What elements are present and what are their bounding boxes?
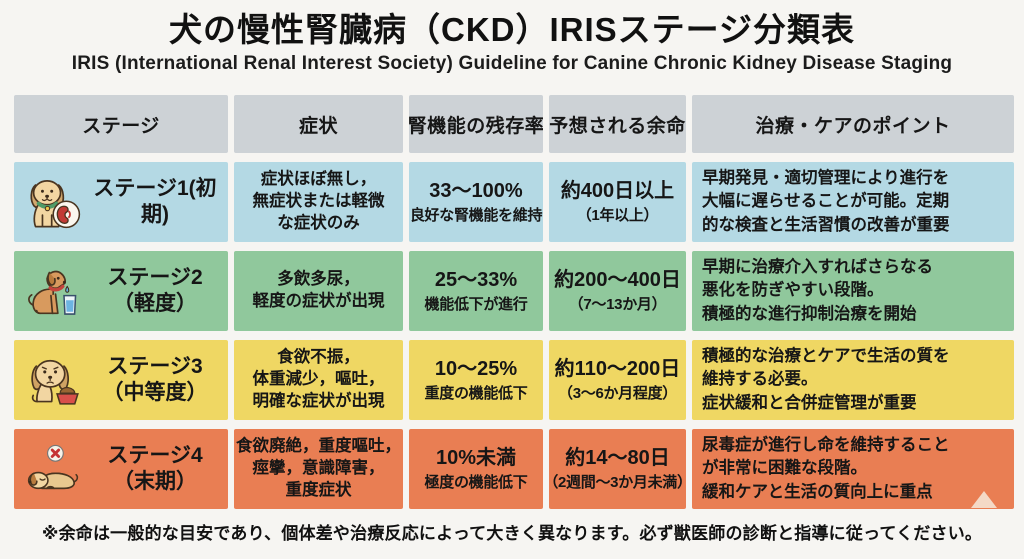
watermark-triangle	[971, 491, 997, 508]
stage3-renal-range: 10〜25%	[434, 357, 518, 380]
puppy-drinking-water-icon	[24, 258, 84, 324]
sleeping-puppy-x-icon	[24, 436, 84, 502]
stage2-prognosis-days: 約200〜400日	[554, 268, 681, 291]
stage1-care-cell: 早期発見・適切管理により進行を 大幅に遅らせることが可能。定期 的な検査と生活習…	[692, 162, 1014, 242]
stage1-label: ステージ1(初期)	[93, 176, 217, 226]
stage3-prognosis-days: 約110〜200日	[554, 357, 681, 380]
stage3-stage-cell: ステージ3 （中等度）	[14, 340, 228, 420]
stage3-prognosis-cell: 約110〜200日 （3〜6か月程度）	[549, 340, 686, 420]
footnote: ※余命は一般的な目安であり、個体差や治療反応によって大きく異なります。必ず獣医師…	[41, 524, 983, 543]
header-cell-prognosis: 予想される余命	[549, 95, 686, 153]
stage1-prognosis-note: （1年以上）	[576, 206, 659, 224]
stage1-prognosis-days: 約400日以上	[560, 179, 675, 202]
stage2-label: ステージ2 （軽度）	[107, 265, 203, 315]
stage2-prognosis-cell: 約200〜400日 （7〜13か月）	[549, 251, 686, 331]
stage4-prognosis-days: 約14〜80日	[565, 446, 670, 469]
stage2-stage-cell: ステージ2 （軽度）	[14, 251, 228, 331]
stage4-symptoms-cell: 食欲廃絶，重度嘔吐， 痙攣，意識障害， 重度症状	[234, 429, 403, 509]
header-cell-stage: ステージ	[14, 95, 228, 153]
stage3-renal-note: 重度の機能低下	[424, 384, 528, 402]
stage2-renal-range: 25〜33%	[434, 268, 518, 291]
stage3-renal-cell: 10〜25% 重度の機能低下	[409, 340, 543, 420]
stage4-stage-cell: ステージ4 （末期）	[14, 429, 228, 509]
stage2-care-cell: 早期に治療介入すればさらなる 悪化を防ぎやすい段階。 積極的な進行抑制治療を開始	[692, 251, 1014, 331]
stage4-care-cell: 尿毒症が進行し命を維持すること が非常に困難な段階。 緩和ケアと生活の質向上に重…	[692, 429, 1014, 509]
stage1-stage-cell: ステージ1(初期)	[14, 162, 228, 242]
stage4-prognosis-cell: 約14〜80日 （2週間〜3か月未満）	[549, 429, 686, 509]
stage4-prognosis-note: （2週間〜3か月未満）	[549, 473, 686, 491]
stage2-prognosis-note: （7〜13か月）	[568, 295, 667, 313]
stage4-label: ステージ4 （末期）	[107, 443, 203, 493]
stage4-renal-note: 極度の機能低下	[424, 473, 528, 491]
stage4-renal-range: 10%未満	[435, 446, 517, 469]
header-cell-care-points: 治療・ケアのポイント	[692, 95, 1014, 153]
stage3-symptoms-cell: 食欲不振， 体重減少，嘔吐， 明確な症状が出現	[234, 340, 403, 420]
stage1-prognosis-cell: 約400日以上 （1年以上）	[549, 162, 686, 242]
stage4-renal-cell: 10%未満 極度の機能低下	[409, 429, 543, 509]
page-title: 犬の慢性腎臓病（CKD）IRISステージ分類表	[168, 11, 855, 48]
stage1-renal-note: 良好な腎機能を維持	[409, 206, 543, 224]
staging-table: ステージ 症状 腎機能の残存率 予想される余命 治療・ケアのポイント	[14, 95, 1014, 509]
header-cell-renal-function: 腎機能の残存率	[409, 95, 543, 153]
stage3-label: ステージ3 （中等度）	[102, 354, 208, 404]
stage2-renal-note: 機能低下が進行	[424, 295, 528, 313]
puppy-kidney-badge-icon	[24, 169, 84, 235]
title-block: 犬の慢性腎臓病（CKD）IRISステージ分類表 IRIS (Internatio…	[0, 10, 1024, 75]
stage2-symptoms-cell: 多飲多尿， 軽度の症状が出現	[234, 251, 403, 331]
sad-puppy-food-bowl-icon	[24, 347, 84, 413]
header-cell-symptoms: 症状	[234, 95, 403, 153]
stage3-prognosis-note: （3〜6か月程度）	[558, 384, 677, 402]
page-subtitle: IRIS (International Renal Interest Socie…	[71, 52, 953, 74]
stage1-renal-cell: 33〜100% 良好な腎機能を維持	[409, 162, 543, 242]
stage2-renal-cell: 25〜33% 機能低下が進行	[409, 251, 543, 331]
stage1-renal-range: 33〜100%	[429, 179, 523, 202]
stage3-care-cell: 積極的な治療とケアで生活の質を 維持する必要。 症状緩和と合併症管理が重要	[692, 340, 1014, 420]
stage1-symptoms-cell: 症状ほぼ無し， 無症状または軽微 な症状のみ	[234, 162, 403, 242]
